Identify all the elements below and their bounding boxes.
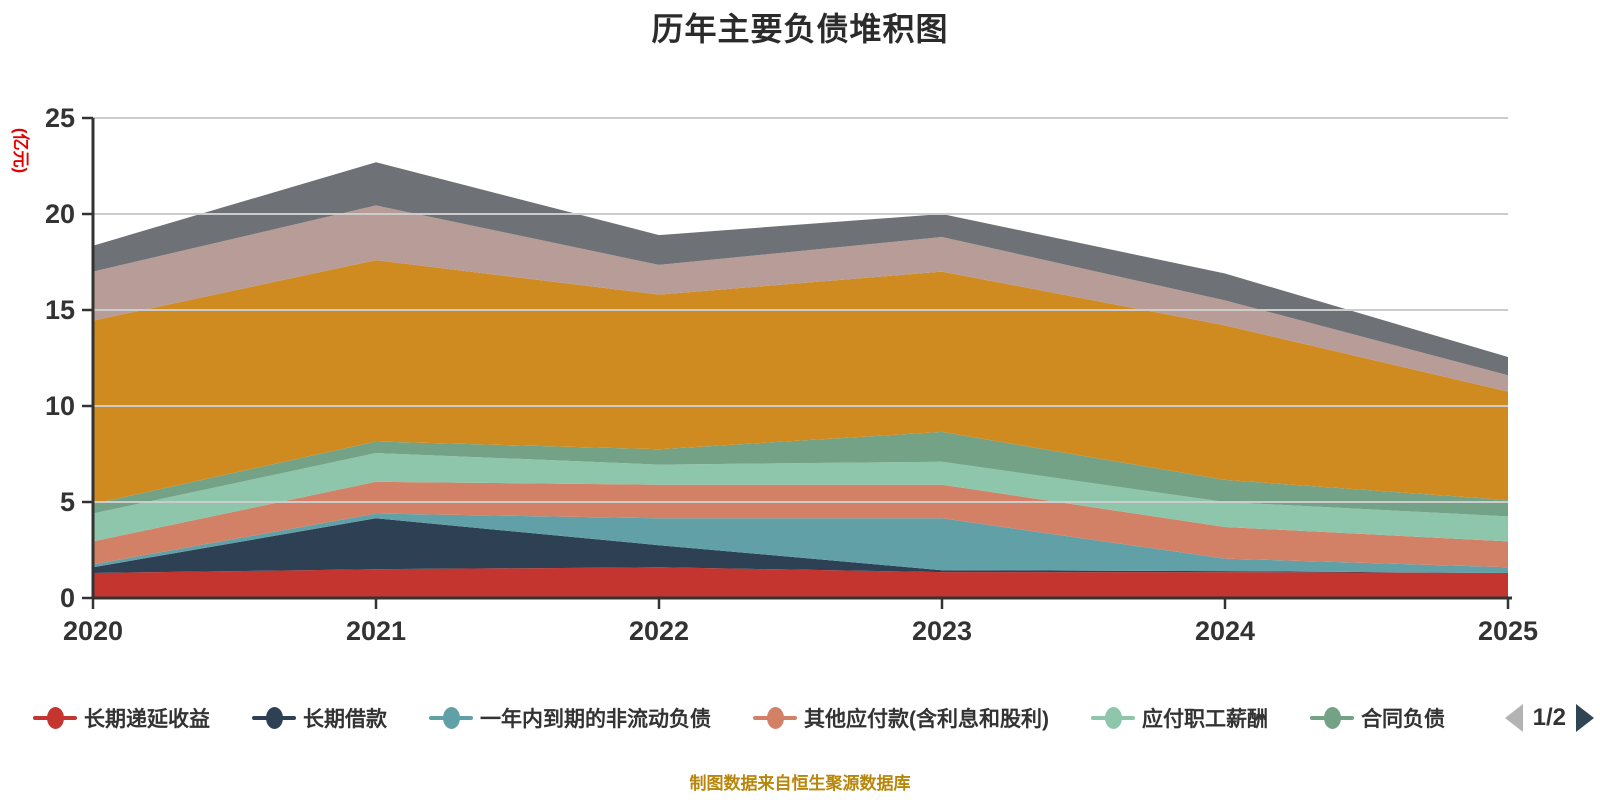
legend-item-changqijiekuan[interactable]: 长期借款 [252, 703, 387, 733]
y-tick-label: 20 [45, 199, 75, 229]
legend-item-yingfuzhigongxinchou[interactable]: 应付职工薪酬 [1091, 703, 1268, 733]
legend-marker-icon [33, 707, 77, 729]
legend: 长期递延收益 长期借款 一年内到期的非流动负债 其他应付款(含利息和股利) 应付… [33, 698, 1471, 738]
legend-item-label: 合同负债 [1361, 708, 1445, 731]
area-series-4[interactable] [93, 453, 1508, 542]
legend-marker-icon [252, 707, 296, 729]
legend-marker-icon [1310, 707, 1354, 729]
legend-prev-icon[interactable] [1504, 704, 1523, 732]
area-series-0[interactable] [93, 567, 1508, 598]
area-series-5[interactable] [93, 431, 1508, 517]
x-tick-label: 2020 [63, 616, 123, 646]
legend-item-qitayingfukuan[interactable]: 其他应付款(含利息和股利) [753, 703, 1049, 733]
area-series-3[interactable] [93, 481, 1508, 568]
area-series-6[interactable] [93, 260, 1508, 504]
y-tick-label: 25 [45, 103, 75, 133]
legend-item-label: 其他应付款(含利息和股利) [804, 708, 1049, 731]
area-series-8[interactable] [93, 162, 1508, 376]
y-tick-label: 5 [60, 487, 75, 517]
legend-item-label: 长期递延收益 [84, 708, 210, 731]
area-series-group [93, 162, 1508, 598]
area-series-2[interactable] [93, 513, 1508, 574]
x-tick-label: 2024 [1195, 616, 1255, 646]
y-tick-label: 10 [45, 391, 75, 421]
legend-marker-icon [753, 707, 797, 729]
legend-marker-icon [1091, 707, 1135, 729]
y-tick-label: 0 [60, 583, 75, 613]
chart-title: 历年主要负债堆积图 [651, 11, 949, 47]
y-tick-label: 15 [45, 295, 75, 325]
legend-item-hetongfuzhai[interactable]: 合同负债 [1310, 703, 1445, 733]
data-source-note: 制图数据来自恒生聚源数据库 [689, 774, 911, 793]
x-tick-label: 2023 [912, 616, 972, 646]
x-tick-label: 2022 [629, 616, 689, 646]
legend-item-label: 应付职工薪酬 [1142, 708, 1268, 731]
x-tick-label: 2021 [346, 616, 406, 646]
legend-next-icon[interactable] [1576, 704, 1594, 732]
area-series-1[interactable] [93, 518, 1508, 573]
area-series-7[interactable] [93, 205, 1508, 392]
legend-item-label: 长期借款 [303, 708, 387, 731]
legend-item-label: 一年内到期的非流动负债 [480, 708, 711, 731]
x-tick-label: 2025 [1478, 616, 1538, 646]
legend-pager: 1/2 [1504, 700, 1594, 736]
legend-item-yinianneidaoqi[interactable]: 一年内到期的非流动负债 [429, 703, 711, 733]
legend-marker-icon [429, 707, 473, 729]
gridlines [93, 117, 1508, 503]
legend-item-changqidiyanshouyi[interactable]: 长期递延收益 [33, 703, 210, 733]
legend-page-indicator: 1/2 [1532, 704, 1566, 731]
